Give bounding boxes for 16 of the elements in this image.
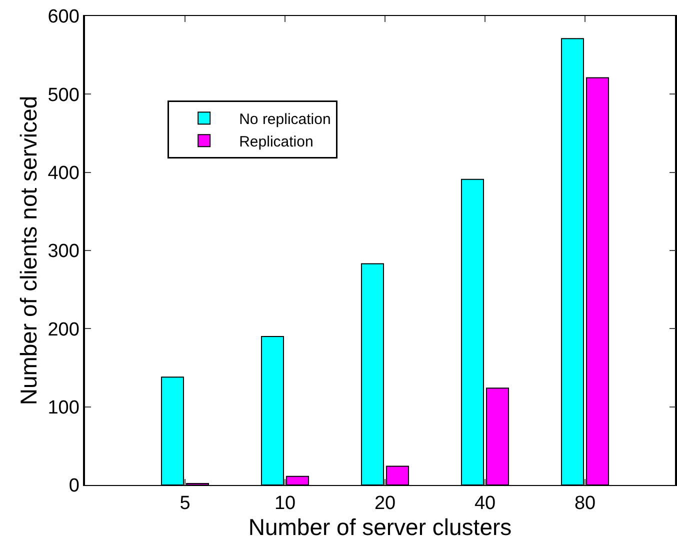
legend-label: No replication <box>239 111 331 128</box>
y-tick-label: 0 <box>68 476 80 497</box>
x-tick-label: 5 <box>180 492 190 514</box>
y-tick-label: 300 <box>48 241 80 262</box>
y-tick-label: 200 <box>48 319 80 340</box>
x-tick-label: 80 <box>574 492 596 514</box>
y-axis-title: Number of clients not serviced <box>16 96 42 406</box>
x-tick-label: 20 <box>374 492 396 514</box>
y-tick-label: 100 <box>48 397 80 418</box>
legend-label: Replication <box>239 134 314 151</box>
y-tick-label: 600 <box>48 6 80 28</box>
x-tick-label: 40 <box>474 492 496 514</box>
x-axis-title: Number of server clusters <box>248 514 512 540</box>
y-tick-label: 500 <box>48 84 80 106</box>
y-tick-label: 400 <box>48 162 80 184</box>
x-tick-label: 10 <box>274 492 296 514</box>
